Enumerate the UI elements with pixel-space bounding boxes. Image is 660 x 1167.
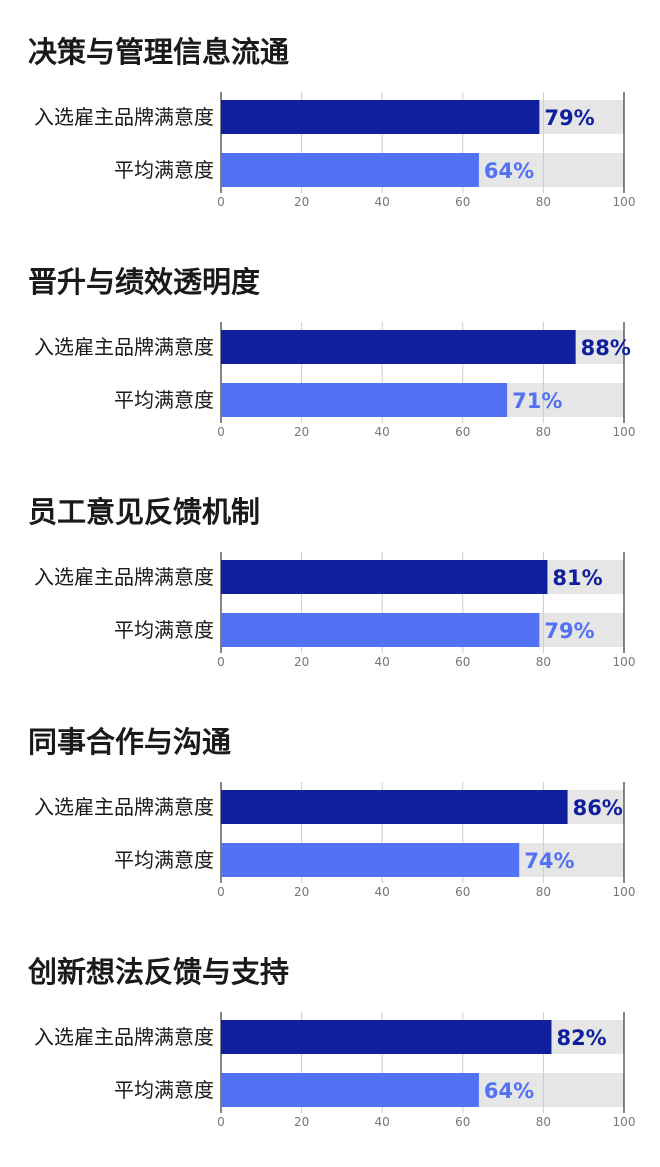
data-label: 81%: [552, 566, 602, 590]
bar: [221, 330, 576, 364]
category-label: 平均满意度: [114, 158, 214, 182]
tick-label: 40: [375, 1115, 390, 1129]
bar: [221, 153, 479, 187]
tick-label: 40: [375, 655, 390, 669]
data-label: 79%: [544, 106, 594, 130]
category-label: 平均满意度: [114, 848, 214, 872]
bar: [221, 100, 540, 134]
bar: [221, 1020, 552, 1054]
tick-label: 60: [455, 655, 470, 669]
tick-label: 60: [455, 885, 470, 899]
tick-label: 80: [536, 1115, 551, 1129]
tick-label: 80: [536, 195, 551, 209]
data-label: 79%: [544, 619, 594, 643]
bar: [221, 1073, 479, 1107]
tick-label: 80: [536, 885, 551, 899]
chart-title: 同事合作与沟通: [28, 725, 231, 759]
tick-label: 40: [375, 425, 390, 439]
tick-label: 100: [613, 885, 636, 899]
tick-label: 60: [455, 195, 470, 209]
tick-label: 80: [536, 425, 551, 439]
data-label: 64%: [484, 1079, 534, 1103]
chart-title: 员工意见反馈机制: [28, 495, 260, 529]
category-label: 入选雇主品牌满意度: [34, 335, 214, 359]
chart-title: 创新想法反馈与支持: [27, 955, 289, 989]
chart-title: 决策与管理信息流通: [28, 35, 289, 69]
data-label: 86%: [573, 796, 623, 820]
tick-label: 0: [217, 885, 225, 899]
tick-label: 100: [613, 195, 636, 209]
tick-label: 0: [217, 195, 225, 209]
category-label: 入选雇主品牌满意度: [34, 565, 214, 589]
category-label: 平均满意度: [114, 1078, 214, 1102]
tick-label: 20: [294, 1115, 309, 1129]
bar: [221, 613, 540, 647]
category-label: 平均满意度: [114, 388, 214, 412]
bar: [221, 843, 520, 877]
tick-label: 100: [613, 1115, 636, 1129]
category-label: 入选雇主品牌满意度: [34, 1025, 214, 1049]
tick-label: 100: [613, 655, 636, 669]
tick-label: 60: [455, 425, 470, 439]
data-label: 82%: [556, 1026, 606, 1050]
bar: [221, 560, 548, 594]
tick-label: 20: [294, 425, 309, 439]
tick-label: 20: [294, 655, 309, 669]
tick-label: 0: [217, 655, 225, 669]
bar: [221, 383, 508, 417]
tick-label: 40: [375, 195, 390, 209]
bar: [221, 790, 568, 824]
category-label: 入选雇主品牌满意度: [34, 795, 214, 819]
tick-label: 0: [217, 1115, 225, 1129]
tick-label: 60: [455, 1115, 470, 1129]
tick-label: 40: [375, 885, 390, 899]
data-label: 88%: [581, 336, 631, 360]
tick-label: 100: [613, 425, 636, 439]
category-label: 平均满意度: [114, 618, 214, 642]
data-label: 74%: [524, 849, 574, 873]
data-label: 71%: [512, 389, 562, 413]
category-label: 入选雇主品牌满意度: [34, 105, 214, 129]
data-label: 64%: [484, 159, 534, 183]
chart-title: 晋升与绩效透明度: [28, 265, 260, 299]
tick-label: 80: [536, 655, 551, 669]
tick-label: 20: [294, 885, 309, 899]
tick-label: 0: [217, 425, 225, 439]
tick-label: 20: [294, 195, 309, 209]
